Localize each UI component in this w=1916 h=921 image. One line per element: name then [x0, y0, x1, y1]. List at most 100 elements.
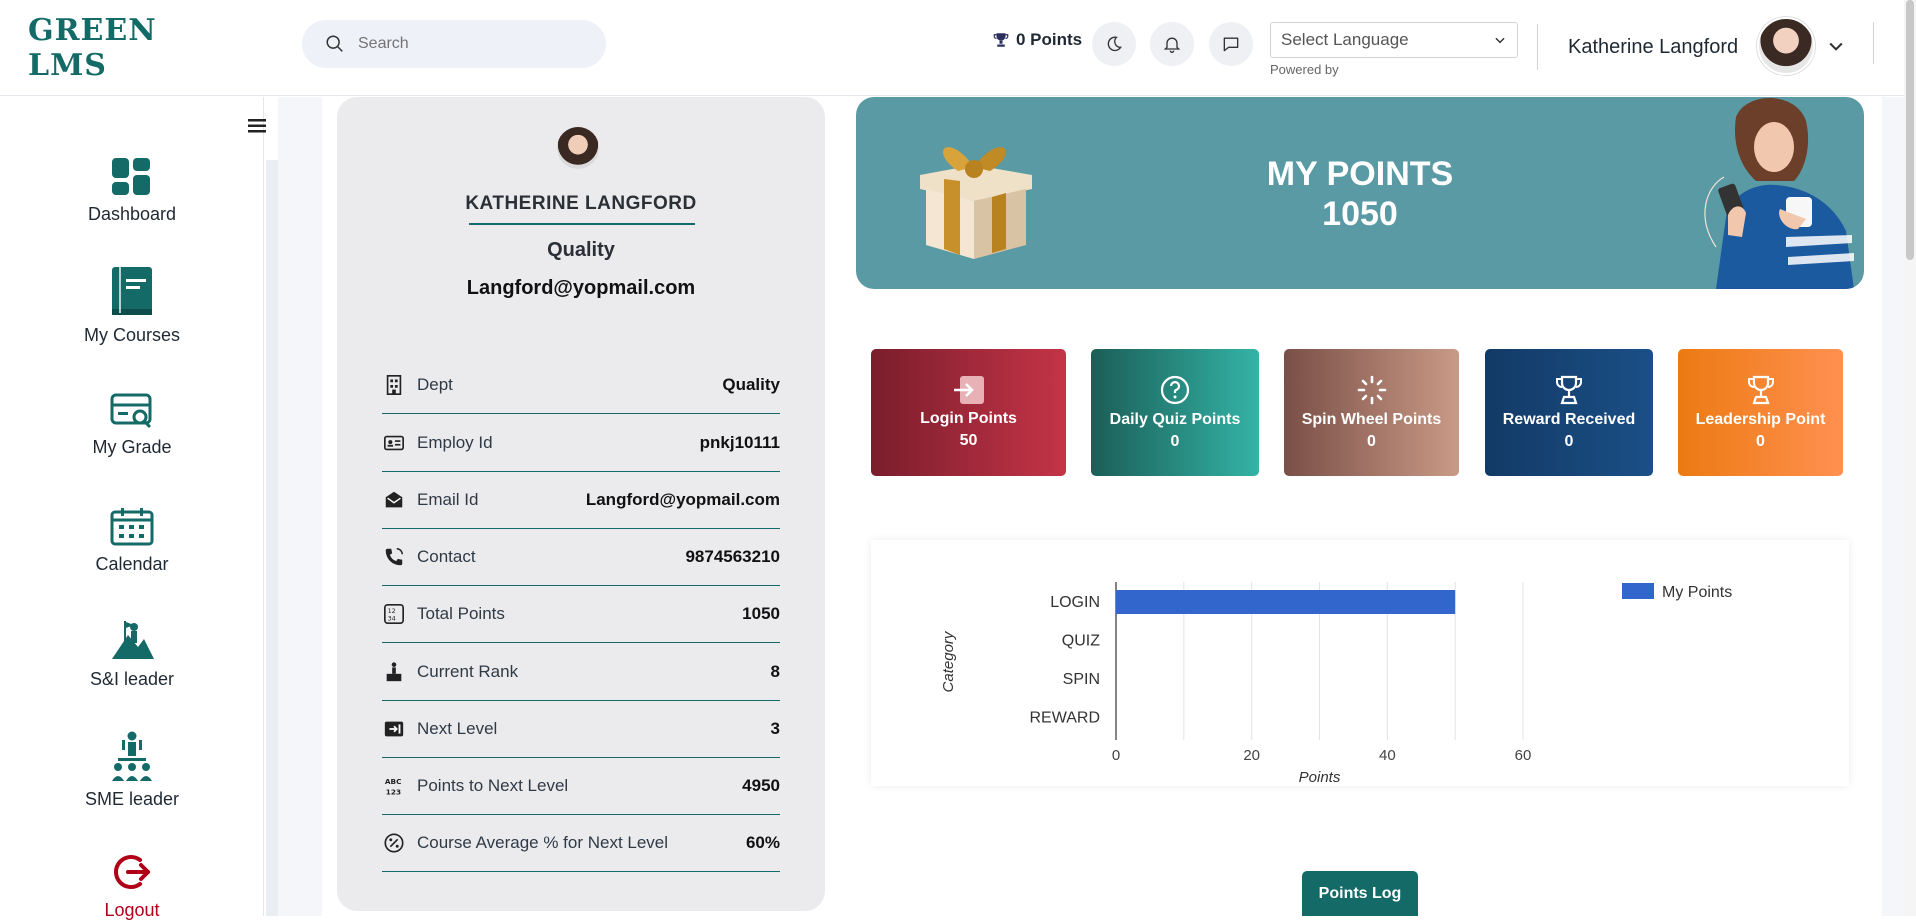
sidebar-item-label: Calendar	[95, 554, 169, 574]
search-input[interactable]	[358, 35, 578, 53]
next-level-icon	[382, 717, 406, 741]
search-box[interactable]	[302, 20, 606, 68]
logout-icon	[114, 855, 150, 889]
info-row-course-average: Course Average % for Next Level 60%	[382, 814, 780, 872]
info-value: 60%	[745, 832, 780, 852]
sidebar-item-si-leader[interactable]: S&I leader	[0, 621, 264, 690]
info-value: pnkj10111	[699, 432, 780, 452]
tile-value: 50	[959, 431, 978, 449]
chart-x-tick-label: 60	[1515, 747, 1532, 764]
sidebar-item-sme-leader[interactable]: SME leader	[0, 731, 264, 810]
tile-value: 0	[1756, 432, 1765, 450]
sidebar-item-my-grade[interactable]: My Grade	[0, 393, 264, 458]
bell-icon	[1163, 37, 1181, 53]
hamburger-menu-icon[interactable]	[248, 118, 266, 134]
user-name[interactable]: Katherine Langford	[1568, 36, 1739, 58]
info-label: Email Id	[417, 489, 479, 509]
points-bar-chart: 0 20 40 60 LOGIN QUIZ SPIN REWARD Points Category…	[940, 582, 1732, 786]
dark-mode-button[interactable]	[1092, 22, 1136, 66]
info-row-total-points: 12 34 Total Points 1050	[382, 585, 780, 643]
profile-avatar	[557, 127, 599, 169]
info-label: Dept	[417, 374, 453, 394]
chart-x-tick-label: 0	[1112, 747, 1120, 764]
info-row-contact: Contact 9874563210	[382, 528, 780, 586]
info-label: Total Points	[417, 603, 505, 623]
header-divider-right	[1873, 22, 1874, 64]
svg-text:34: 34	[388, 614, 396, 622]
chart-x-tick-label: 20	[1243, 747, 1260, 764]
powered-by-text: Powered by	[1270, 62, 1339, 77]
svg-text:ABC: ABC	[385, 777, 402, 786]
building-icon	[382, 373, 406, 397]
tile-leadership-point[interactable]: Leadership Point 0	[1678, 349, 1843, 476]
info-row-current-rank: Current Rank 8	[382, 643, 780, 701]
woman-with-phone-illustration	[1704, 97, 1854, 289]
info-value: 8	[770, 661, 780, 681]
info-row-next-level: Next Level 3	[382, 700, 780, 758]
sidebar-item-logout[interactable]: Logout	[0, 852, 264, 921]
chevron-down-icon[interactable]	[1826, 36, 1846, 56]
sidebar-item-label: Logout	[104, 900, 160, 920]
grade-card-icon	[110, 393, 152, 429]
sidebar-item-label: SME leader	[84, 789, 180, 809]
points-log-button[interactable]: Points Log	[1302, 871, 1418, 916]
avatar[interactable]	[1757, 17, 1815, 75]
book-icon	[112, 267, 152, 315]
tile-reward-received[interactable]: Reward Received 0	[1485, 349, 1653, 476]
sidebar-item-my-courses[interactable]: My Courses	[0, 267, 264, 346]
sidebar-item-label: My Grade	[92, 437, 172, 457]
chevron-down-icon	[1495, 37, 1505, 44]
trophy-icon	[993, 33, 1009, 47]
id-card-icon	[382, 431, 406, 455]
sidebar-item-calendar[interactable]: Calendar	[0, 508, 264, 575]
top-navbar: GREEN LMS 0 Points Select Language Power…	[0, 0, 1916, 96]
chat-icon	[1223, 37, 1239, 52]
tile-value: 0	[1367, 432, 1376, 450]
phone-icon	[382, 545, 406, 569]
chart-category-label: LOGIN	[1050, 594, 1100, 611]
info-label: Contact	[417, 546, 476, 566]
tile-label: Daily Quiz Points	[1109, 410, 1241, 428]
language-select-value: Select Language	[1281, 30, 1409, 49]
dashboard-grid-icon	[112, 158, 150, 195]
logo[interactable]: GREEN LMS	[28, 13, 193, 83]
info-row-employ-id: Employ Id pnkj10111	[382, 414, 780, 472]
chart-legend-swatch	[1622, 583, 1654, 599]
info-value: 9874563210	[685, 546, 780, 566]
tile-value: 0	[1170, 432, 1180, 450]
chart-category-label: SPIN	[1063, 671, 1100, 688]
trophy-icon	[1556, 375, 1582, 404]
svg-text:12: 12	[388, 607, 396, 615]
chart-category-label: REWARD	[1029, 710, 1100, 727]
header-points[interactable]: 0 Points	[992, 30, 1082, 50]
profile-dept: Quality	[547, 239, 615, 261]
question-icon	[1160, 375, 1190, 404]
banner-points-value: 1050	[1322, 195, 1398, 233]
tile-login-points[interactable]: Login Points 50	[871, 349, 1066, 476]
tile-spin-wheel-points[interactable]: Spin Wheel Points 0	[1284, 349, 1459, 476]
chart-x-tick-label: 40	[1379, 747, 1396, 764]
language-select[interactable]: Select Language	[1270, 22, 1518, 58]
chart-legend-label: My Points	[1662, 584, 1732, 601]
abc-123-icon: ABC 123	[382, 774, 406, 798]
envelope-icon	[382, 488, 406, 512]
tile-label: Leadership Point	[1695, 410, 1826, 428]
tile-daily-quiz-points[interactable]: Daily Quiz Points 0	[1091, 349, 1259, 476]
chart-x-axis-title: Points	[1299, 769, 1341, 786]
sidebar-scrollbar[interactable]	[266, 160, 278, 916]
info-value: Langford@yopmail.com	[585, 489, 780, 509]
svg-text:123: 123	[386, 787, 401, 796]
page-scrollbar-thumb[interactable]	[1906, 0, 1914, 260]
chart-bar	[1116, 590, 1456, 614]
tile-label: Reward Received	[1502, 410, 1636, 428]
sidebar-item-dashboard[interactable]: Dashboard	[0, 158, 264, 225]
tile-value: 0	[1564, 432, 1574, 450]
spinner-icon	[1357, 375, 1386, 404]
logo-text: GREEN LMS	[28, 13, 157, 83]
notifications-button[interactable]	[1150, 22, 1194, 66]
sidebar-item-label: S&I leader	[89, 669, 175, 689]
messages-button[interactable]	[1209, 22, 1253, 66]
percent-icon	[382, 831, 406, 855]
moon-icon	[1107, 36, 1122, 52]
profile-name: KATHERINE LANGFORD	[465, 193, 697, 214]
